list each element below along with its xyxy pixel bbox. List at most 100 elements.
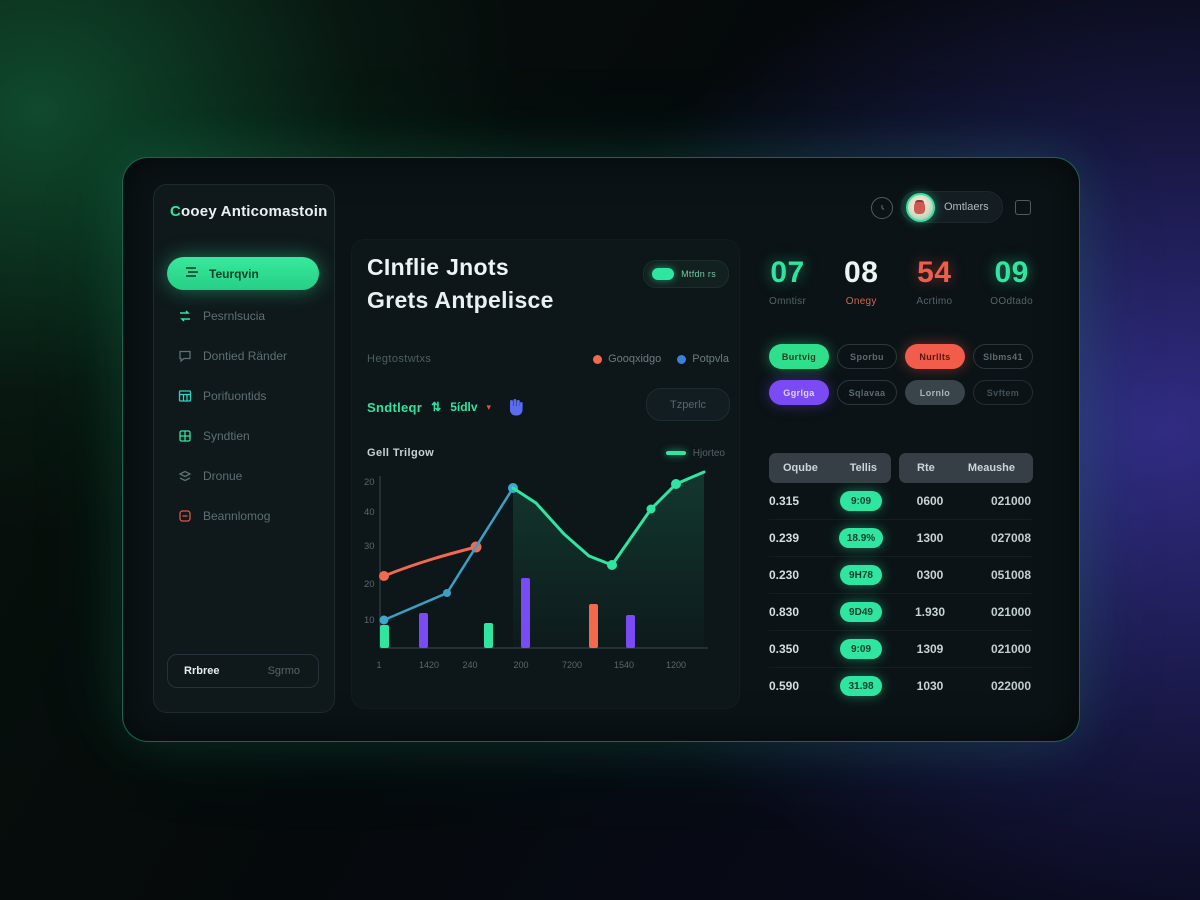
status-toggle[interactable]: Mtfdn rs [643, 260, 729, 288]
stats-row: 07 Omntisr 08 Onegy 54 Acrtimo 09 OOdtad… [769, 256, 1033, 307]
cell-value: 1.930 [914, 605, 946, 619]
table-row[interactable]: 0.350 9:09 1309 021000 [769, 631, 1033, 668]
stat-value: 07 [770, 256, 805, 289]
cell-value: 0.830 [769, 605, 800, 619]
table-row[interactable]: 0.830 9D49 1.930 021000 [769, 594, 1033, 631]
cell-value: 0.590 [769, 679, 800, 693]
table-row[interactable]: 0.315 9:09 0600 021000 [769, 483, 1033, 520]
hand-icon[interactable] [506, 397, 526, 417]
sidebar-item-2[interactable]: Porifuontids [167, 383, 319, 409]
green-area [513, 472, 704, 648]
badge-burtvig[interactable]: Burtvig [769, 344, 829, 369]
column-header: Oqube [783, 462, 818, 474]
sidebar-item-label: Dronue [203, 469, 243, 483]
y-tick: 40 [364, 507, 375, 518]
cell-value: 0300 [916, 568, 944, 582]
status-badge: 9H78 [840, 565, 882, 585]
sidebar-item-label: Pesrnlsucia [203, 309, 266, 323]
x-tick: 200 [513, 660, 528, 670]
y-tick: 30 [364, 541, 375, 552]
clock-icon[interactable] [871, 197, 893, 219]
chart-header: Gell Trilgow Hjorteo [367, 447, 725, 459]
badge-sporbu[interactable]: Sporbu [837, 344, 897, 369]
page-title-line2: Grets Antpelisce [367, 287, 554, 313]
sidebar-item-0[interactable]: Pesrnlsucia [167, 303, 319, 329]
green-point [671, 479, 681, 489]
green-point [607, 560, 617, 570]
bar-green-1 [380, 625, 389, 648]
chart-legend-label: Hjorteo [692, 447, 725, 459]
stat-1: 08 Onegy [844, 256, 878, 307]
subtitle-row: Hegtostwtxs Gooqxidgo Potpvla [367, 353, 729, 365]
interval-dropdown[interactable]: 5ídlv [450, 400, 478, 414]
x-tick: 240 [462, 660, 477, 670]
series-legend: Gooqxidgo Potpvla [593, 353, 729, 365]
table-header-group-1[interactable]: Oqube Tellis [769, 453, 891, 483]
sidebar-item-3[interactable]: Syndtien [167, 423, 319, 449]
column-header: Rte [917, 462, 935, 474]
badge-lornlo[interactable]: Lornlo [905, 380, 965, 405]
cell-value: 021000 [990, 642, 1031, 656]
export-button[interactable]: Tzperlc [646, 388, 730, 421]
table-icon [177, 389, 192, 404]
cell-value: 0600 [916, 494, 944, 508]
cell-value: 051008 [990, 568, 1031, 582]
cell-value: 027008 [990, 531, 1031, 545]
cell-value: 0.230 [769, 568, 800, 582]
table-row[interactable]: 0.230 9H78 0300 051008 [769, 557, 1033, 594]
y-tick: 10 [364, 615, 375, 626]
legend-label: Gooqxidgo [608, 353, 662, 365]
sidebar-item-active[interactable]: Teurqvin [167, 257, 319, 290]
footer-primary-button[interactable]: Rrbree [184, 665, 220, 677]
sidebar-item-5[interactable]: Beannlomog [167, 503, 319, 529]
toggle-label: Mtfdn rs [681, 269, 716, 279]
brand-initial: C [170, 203, 182, 220]
cell-value: 1300 [916, 531, 944, 545]
table-row[interactable]: 0.590 31.98 1030 022000 [769, 668, 1033, 704]
cell-value: 0.315 [769, 494, 800, 508]
badge-nurllts[interactable]: Nurllts [905, 344, 965, 369]
chevron-down-icon[interactable]: ▾ [486, 401, 492, 412]
sidebar: Cooey Anticomastoin Teurqvin Pesrnlsucia… [153, 184, 335, 713]
sidebar-item-1[interactable]: Dontied Ränder [167, 343, 319, 369]
stat-value: 08 [844, 256, 879, 289]
bar-green-2 [484, 623, 493, 648]
table-row[interactable]: 0.239 18.9% 1300 027008 [769, 520, 1033, 557]
brand-logo: Cooey Anticomastoin [170, 203, 327, 220]
main-panel: CInflie Jnots Grets Antpelisce Mtfdn rs … [351, 239, 740, 709]
table-header-group-2[interactable]: Rte Meaushe [899, 453, 1033, 483]
stat-label: Onegy [845, 296, 877, 307]
layers-icon [177, 469, 192, 484]
swap-icon [177, 309, 192, 324]
legend-item-orange: Gooqxidgo [593, 353, 661, 365]
badge-sqlavaa[interactable]: Sqlavaa [837, 380, 897, 405]
badge-grid: Burtvig Sporbu Nurllts Slbms41 Ggrlga Sq… [769, 344, 1033, 405]
page-title-line1: CInflie Jnots [367, 254, 509, 280]
dashboard-card: Cooey Anticomastoin Teurqvin Pesrnlsucia… [122, 157, 1080, 742]
data-table: Oqube Tellis Rte Meaushe 0.315 9:09 0600… [769, 453, 1033, 704]
badge-svftem[interactable]: Svftem [973, 380, 1033, 405]
green-dash-icon [665, 451, 686, 455]
y-tick: 20 [364, 477, 375, 488]
status-badge: 9D49 [840, 602, 882, 622]
cell-value: 0.239 [769, 531, 800, 545]
cell-value: 1030 [916, 679, 944, 693]
footer-secondary-button[interactable]: Sgrmo [267, 665, 300, 677]
badge-slbms[interactable]: Slbms41 [973, 344, 1033, 369]
stat-value: 54 [917, 256, 952, 289]
orange-dot-icon [593, 354, 603, 364]
series-name-label: Sndtleqr [367, 399, 423, 415]
cell-value: 021000 [990, 494, 1031, 508]
sidebar-item-label: Syndtien [203, 429, 250, 443]
cell-value: 022000 [990, 679, 1031, 693]
user-menu[interactable]: Omtlaers [901, 191, 1003, 223]
sidebar-item-4[interactable]: Dronue [167, 463, 319, 489]
bar-purple-3 [626, 615, 635, 648]
y-tick: 20 [364, 579, 375, 590]
status-badge: 9:09 [840, 639, 882, 659]
cell-value: 0.350 [769, 642, 800, 656]
mixed-chart: 20 40 30 20 10 [364, 470, 708, 670]
badge-ggrlga[interactable]: Ggrlga [769, 380, 829, 405]
window-icon[interactable] [1015, 200, 1031, 215]
stop-icon [177, 509, 192, 524]
